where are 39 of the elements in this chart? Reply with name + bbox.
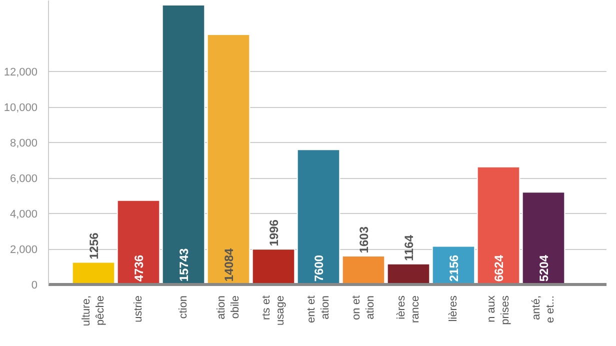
y-tick-label: 0 xyxy=(31,280,38,292)
y-tick-label: 8,000 xyxy=(10,138,38,150)
data-label: 1164 xyxy=(402,234,416,261)
y-tick-label: 6,000 xyxy=(10,173,38,185)
x-tick-label: ustrie xyxy=(132,295,144,322)
x-tick-label: lières xyxy=(448,295,460,322)
bar xyxy=(72,262,116,284)
data-label: 5204 xyxy=(537,254,551,282)
y-tick-label: 10,000 xyxy=(4,102,38,114)
x-tick-label: n aux prises xyxy=(485,295,512,325)
x-tick-label: ent et ation xyxy=(305,295,332,324)
bar xyxy=(386,263,430,284)
bar xyxy=(476,166,520,284)
bar xyxy=(116,200,160,284)
data-label: 1996 xyxy=(267,219,281,246)
x-tick-label: rts et usage xyxy=(260,295,287,326)
x-tick-label: ation obile xyxy=(215,295,242,320)
bar xyxy=(296,149,340,284)
y-tick-label: 4,000 xyxy=(10,208,38,220)
data-label: 15743 xyxy=(177,248,191,282)
x-tick-label: ction xyxy=(178,295,190,319)
data-label: 7600 xyxy=(312,254,326,282)
data-label: 2156 xyxy=(447,254,461,282)
x-tick-label: anté, e et... xyxy=(530,295,557,324)
x-tick-label: on et ation xyxy=(350,295,377,320)
y-tick-label: 2,000 xyxy=(10,244,38,256)
y-tick-label: 12,000 xyxy=(4,66,38,78)
bar xyxy=(522,192,566,284)
bar xyxy=(252,248,296,284)
data-label: 6624 xyxy=(492,254,506,282)
data-label: 4736 xyxy=(132,254,146,282)
data-label: 1256 xyxy=(87,232,101,260)
bar xyxy=(162,4,206,284)
data-label: 14084 xyxy=(222,248,236,282)
bar xyxy=(342,256,386,284)
x-tick-label: ières rance xyxy=(395,295,422,324)
x-tick-label: ulture, pêche xyxy=(80,295,107,326)
data-label: 1603 xyxy=(357,226,371,254)
bar xyxy=(206,34,250,284)
